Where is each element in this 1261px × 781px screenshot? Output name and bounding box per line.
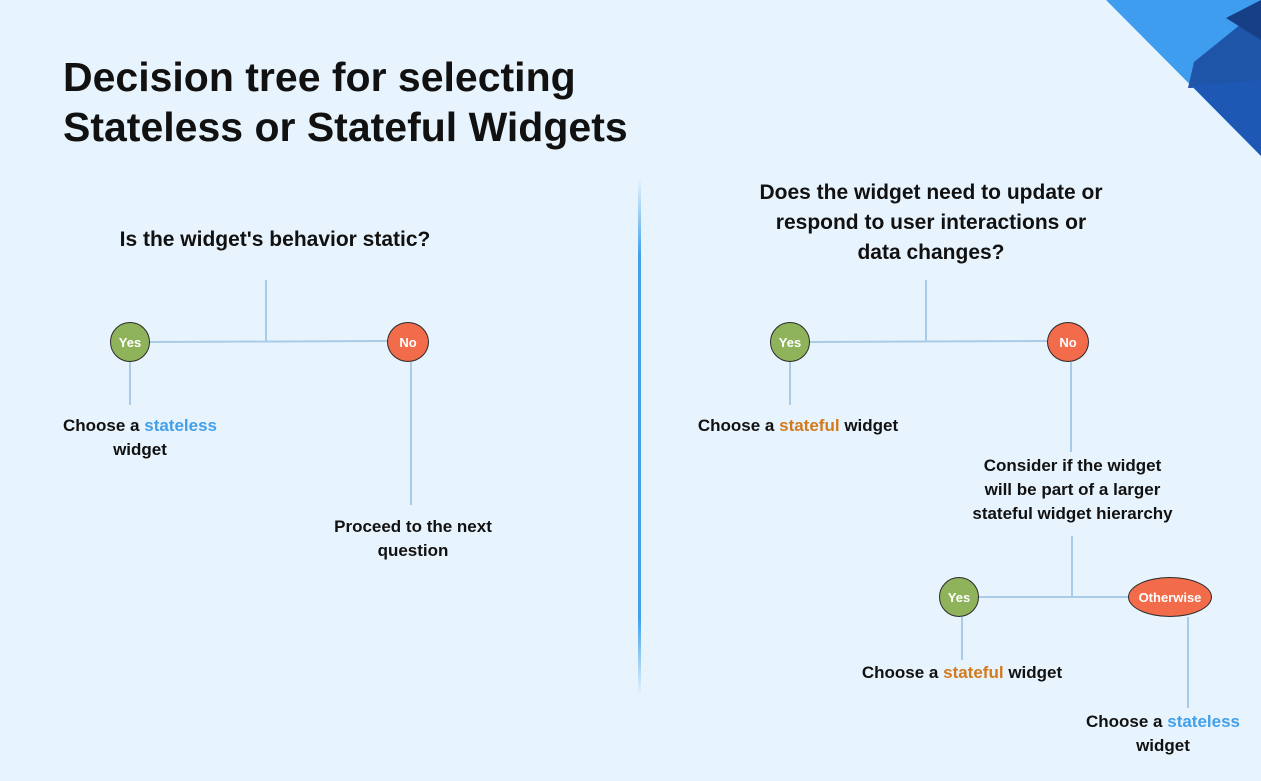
result-line-1: Proceed to the next [334, 517, 492, 536]
result-prefix: Choose a [1085, 712, 1163, 731]
title-line-2: Stateless or Stateful Widgets [63, 104, 628, 150]
stateful-highlight: stateful [779, 416, 840, 435]
right-yes-result: Choose a stateful widget [670, 414, 926, 438]
sub-question: Consider if the widget will be part of a… [940, 454, 1205, 526]
right-question-line-1: Does the widget need to update or [759, 181, 1103, 204]
right-yes-node: Yes [770, 322, 810, 362]
left-question: Is the widget's behavior static? [119, 228, 431, 251]
sub-question-line-1: Consider if the widget [983, 456, 1162, 475]
sub-yes-result: Choose a stateful widget [834, 661, 1090, 685]
sub-question-line-3: stateful widget hierarchy [972, 504, 1173, 523]
right-question-line-2: respond to user interactions or [775, 211, 1087, 234]
left-yes-result: Choose a stateless widget [40, 414, 240, 462]
result-suffix: widget [1008, 663, 1063, 682]
result-line-2: question [377, 541, 449, 560]
result-prefix: Choose a [861, 663, 939, 682]
right-question-line-3: data changes? [857, 241, 1005, 264]
left-no-result: Proceed to the next question [300, 515, 526, 563]
result-suffix: widget [1136, 736, 1190, 755]
sub-yes-node: Yes [939, 577, 979, 617]
result-suffix: widget [113, 440, 167, 459]
right-no-node: No [1047, 322, 1089, 362]
sub-otherwise-result: Choose a stateless widget [1068, 710, 1258, 758]
sub-question-line-2: will be part of a larger [984, 480, 1161, 499]
stateless-highlight: stateless [144, 416, 218, 435]
left-yes-node: Yes [110, 322, 150, 362]
result-prefix: Choose a [697, 416, 775, 435]
corner-decoration [1106, 0, 1261, 156]
right-question: Does the widget need to update or respon… [700, 178, 1162, 268]
title-line-1: Decision tree for selecting [63, 54, 576, 100]
stateful-highlight: stateful [943, 663, 1004, 682]
result-suffix: widget [844, 416, 899, 435]
left-no-node: No [387, 322, 429, 362]
sub-otherwise-node: Otherwise [1128, 577, 1212, 617]
divider-line [638, 178, 641, 696]
result-prefix: Choose a [62, 416, 140, 435]
stateless-highlight: stateless [1167, 712, 1241, 731]
page-title: Decision tree for selecting Stateless or… [63, 52, 628, 152]
